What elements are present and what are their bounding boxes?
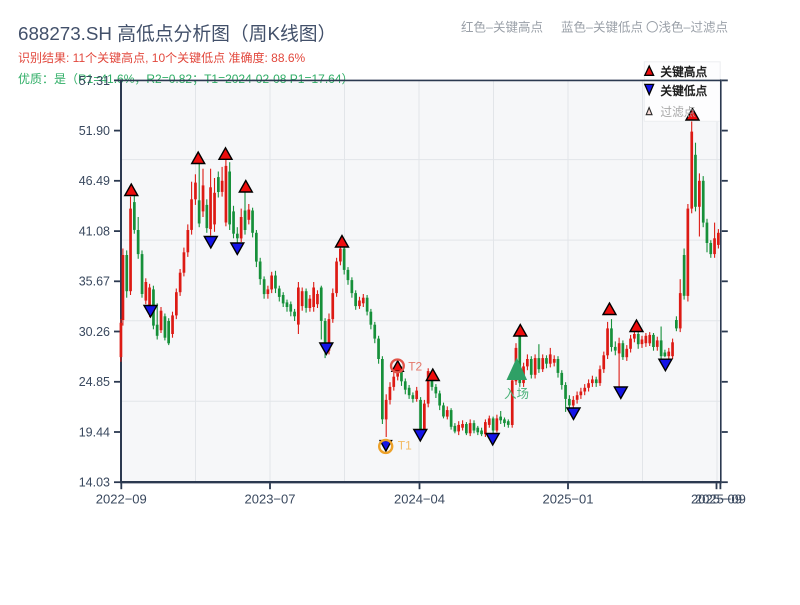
svg-text:蓝色–关键低点: 蓝色–关键低点 xyxy=(561,20,643,35)
svg-text:识别结果: 11个关键高点, 10个关键低点 准确度: 8: 识别结果: 11个关键高点, 10个关键低点 准确度: 88.6% xyxy=(18,50,305,65)
svg-text:关键高点: 关键高点 xyxy=(660,65,707,79)
svg-text:2025−09: 2025−09 xyxy=(695,492,746,507)
svg-text:14.03: 14.03 xyxy=(79,476,110,490)
svg-text:红色–关键高点: 红色–关键高点 xyxy=(461,20,543,35)
svg-text:T1: T1 xyxy=(398,438,412,452)
svg-text:57.31: 57.31 xyxy=(79,74,110,88)
svg-text:关键低点: 关键低点 xyxy=(660,84,707,98)
svg-text:30.26: 30.26 xyxy=(79,325,110,339)
svg-text:19.44: 19.44 xyxy=(79,425,110,439)
svg-text:24.85: 24.85 xyxy=(79,375,110,389)
svg-text:2025−01: 2025−01 xyxy=(543,492,594,507)
svg-text:51.90: 51.90 xyxy=(79,124,110,138)
svg-text:41.08: 41.08 xyxy=(79,225,110,239)
svg-text:2024−04: 2024−04 xyxy=(394,492,445,507)
svg-text:T2: T2 xyxy=(408,359,422,373)
svg-text:2022−09: 2022−09 xyxy=(96,492,147,507)
svg-text:〇浅色–过滤点: 〇浅色–过滤点 xyxy=(646,20,728,35)
svg-text:46.49: 46.49 xyxy=(79,174,110,188)
svg-text:入场: 入场 xyxy=(504,387,529,401)
svg-text:35.67: 35.67 xyxy=(79,275,110,289)
svg-text:2023−07: 2023−07 xyxy=(245,492,296,507)
svg-text:688273.SH 高低点分析图（周K线图）: 688273.SH 高低点分析图（周K线图） xyxy=(18,23,336,44)
svg-text:2025−09: 2025−09 xyxy=(691,492,742,507)
svg-text:优质：是（R1=41.6%，R2=0.82；T1=2024-: 优质：是（R1=41.6%，R2=0.82；T1=2024-02-08 P1=1… xyxy=(18,72,354,86)
svg-text:过滤点: 过滤点 xyxy=(660,106,695,119)
